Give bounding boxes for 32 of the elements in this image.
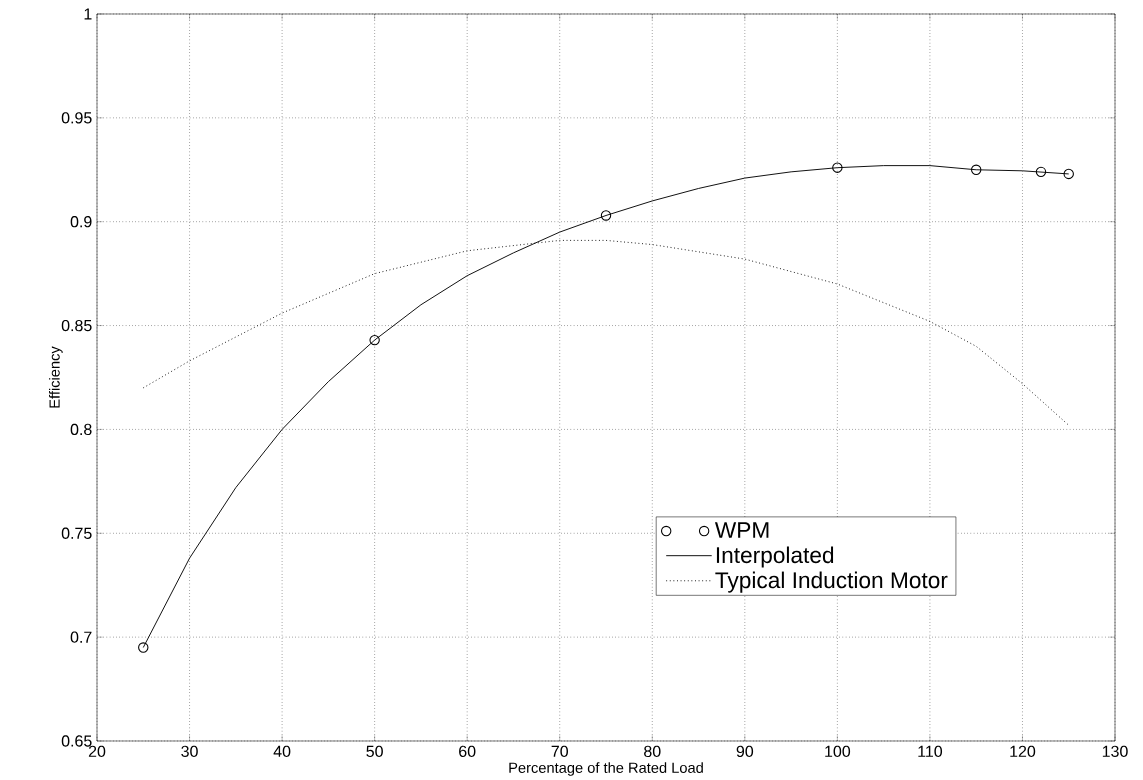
y-tick-label: 0.9 (70, 215, 92, 228)
x-tick-label: 90 (736, 745, 754, 757)
x-tick-label: 100 (825, 745, 851, 757)
y-tick-label: 0.65 (61, 735, 92, 747)
y-tick-label: 0.95 (61, 112, 92, 124)
x-tick-label: 50 (366, 745, 383, 757)
x-tick-label: 80 (644, 745, 661, 757)
x-tick-label: 130 (1102, 745, 1128, 757)
x-tick-label: 120 (1010, 745, 1036, 757)
y-tick-label: 1 (84, 8, 92, 20)
y-axis-title: Efficiency (49, 346, 63, 408)
point (138, 642, 149, 653)
legend-label: WPM (714, 522, 769, 538)
point (832, 162, 843, 173)
x-tick-label: 20 (88, 745, 106, 757)
x-tick-label: 30 (181, 745, 198, 757)
legend-label: Typical Induction Motor (715, 571, 948, 593)
point (1035, 166, 1047, 177)
y-tick-label: 0.85 (61, 319, 92, 332)
x-axis-title: Percentage of the Rated Load (509, 762, 703, 776)
x-tick-label: 70 (551, 745, 569, 757)
y-tick-label: 0.8 (70, 423, 92, 435)
legend-label: Interpolated (716, 546, 834, 568)
y-tick-label: 0.75 (61, 527, 92, 539)
point (970, 164, 982, 175)
point (600, 210, 612, 221)
y-tick-label: 0.7 (70, 631, 92, 643)
x-tick-label: 40 (273, 745, 291, 757)
point (369, 334, 380, 346)
x-tick-label: 110 (918, 745, 943, 757)
point (1063, 168, 1074, 179)
x-tick-label: 60 (459, 745, 476, 757)
